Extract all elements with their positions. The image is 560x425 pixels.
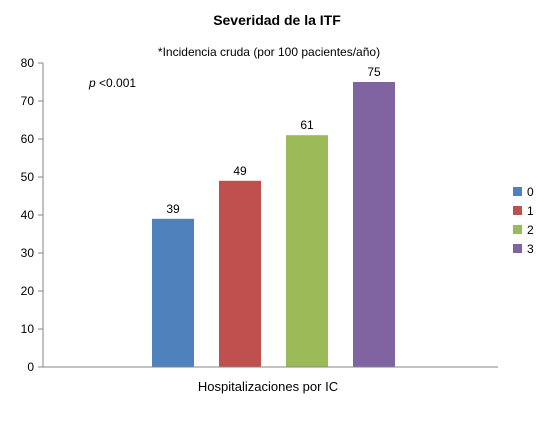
data-label-2: 61	[300, 118, 314, 132]
legend-label-2: 2	[527, 223, 534, 237]
bars	[152, 82, 395, 367]
legend: 0 1 2 3	[513, 185, 534, 256]
legend-label-1: 1	[527, 204, 534, 218]
y-tick-label: 0	[27, 360, 34, 374]
chart-subtitle: *Incidencia cruda (por 100 pacientes/año…	[158, 45, 380, 59]
data-label-3: 75	[367, 65, 381, 79]
y-tick-label: 10	[21, 322, 35, 336]
legend-label-3: 3	[527, 242, 534, 256]
y-tick-label: 80	[21, 56, 35, 70]
x-axis-label: Hospitalizaciones por IC	[198, 379, 338, 394]
bar-0	[152, 218, 194, 367]
bar-3	[353, 82, 395, 367]
y-tick-label: 20	[21, 284, 35, 298]
p-value-text: <0.001	[96, 76, 137, 90]
y-tick-label: 60	[21, 132, 35, 146]
bar-1	[219, 180, 261, 367]
legend-swatch-2	[513, 225, 522, 234]
data-label-1: 49	[233, 164, 247, 178]
data-labels: 39 49 61 75	[166, 65, 381, 216]
chart-title: Severidad de la ITF	[213, 12, 341, 28]
y-tick-label: 40	[21, 208, 35, 222]
p-value-symbol: p	[88, 76, 96, 90]
p-value-annotation: p <0.001	[88, 76, 136, 90]
data-label-0: 39	[166, 202, 180, 216]
bar-2	[286, 135, 328, 367]
legend-swatch-0	[513, 187, 522, 196]
y-tick-label: 50	[21, 170, 35, 184]
y-tick-label: 70	[21, 94, 35, 108]
legend-swatch-1	[513, 206, 522, 215]
y-axis: 0 10 20 30 40 50 60 70 80	[21, 56, 44, 374]
y-tick-label: 30	[21, 246, 35, 260]
legend-swatch-3	[513, 244, 522, 253]
legend-label-0: 0	[527, 185, 534, 199]
